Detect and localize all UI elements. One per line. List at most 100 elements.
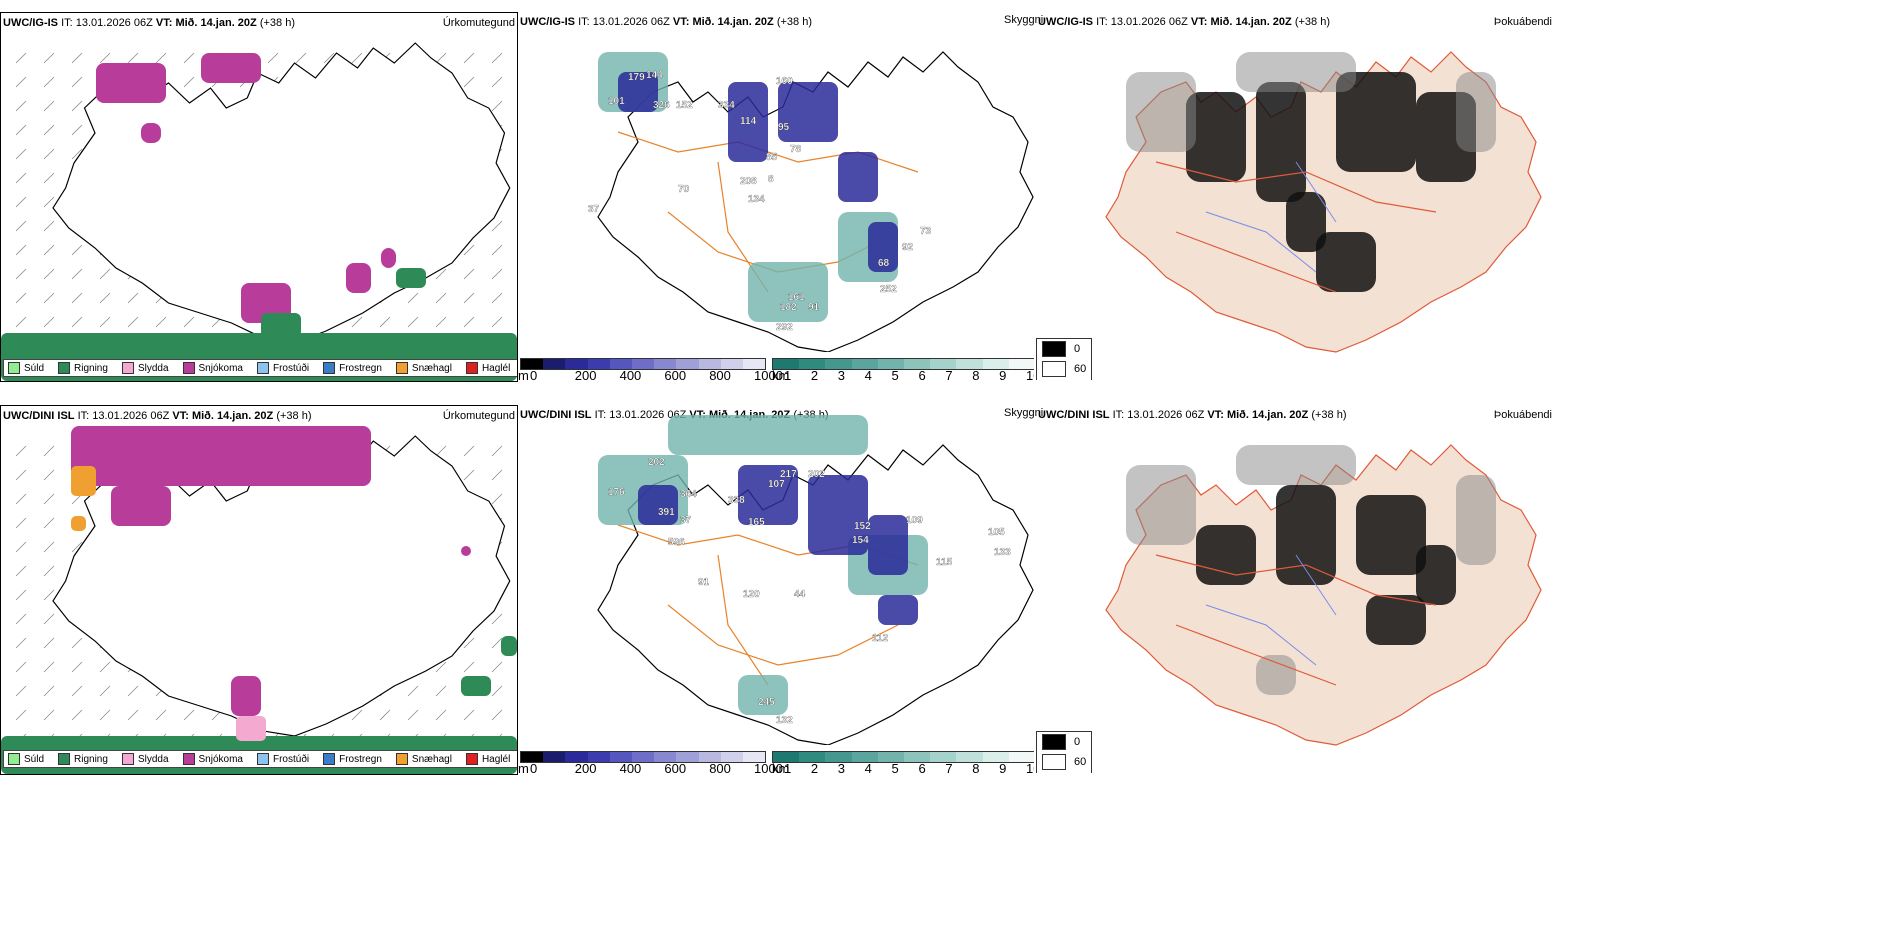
cloudbase-label: 70 bbox=[678, 184, 690, 195]
fog-area bbox=[1186, 92, 1246, 182]
cloudbase-label: 107 bbox=[768, 479, 785, 490]
wind-barb bbox=[71, 316, 83, 328]
legend-item: Súld bbox=[8, 753, 44, 765]
wind-barb bbox=[43, 196, 55, 208]
wind-barb bbox=[463, 709, 475, 721]
cloudbase-label: 152 bbox=[854, 521, 871, 532]
roads bbox=[1155, 161, 1437, 293]
colorbar-tick: 7 bbox=[945, 368, 953, 380]
visibility-area bbox=[668, 415, 868, 455]
colorbar-step bbox=[825, 359, 852, 369]
fog-panel-row2: UWC/DINI ISL IT: 13.01.2026 06Z VT: Mið.… bbox=[1036, 405, 1552, 773]
colorbar-tick: 2 bbox=[810, 368, 819, 380]
wind-barb bbox=[183, 52, 195, 64]
panel-header: UWC/IG-IS IT: 13.01.2026 06Z VT: Mið. 14… bbox=[520, 16, 812, 28]
wind-barb bbox=[15, 661, 27, 673]
colorbar-tick: 400 bbox=[619, 761, 642, 773]
coastline bbox=[52, 42, 511, 344]
colorbar-tick: 1000 bbox=[754, 368, 783, 380]
wind-barb bbox=[491, 76, 503, 88]
wind-barb bbox=[99, 661, 111, 673]
panel-header: UWC/DINI ISL IT: 13.01.2026 06Z VT: Mið.… bbox=[1038, 409, 1347, 421]
legend-label: Snæhagl bbox=[411, 362, 452, 374]
wind-barb bbox=[71, 685, 83, 697]
colorbar-step bbox=[720, 359, 743, 369]
legend-label: Frostúði bbox=[272, 753, 310, 765]
colorbar-step bbox=[676, 359, 699, 369]
colorbar-step bbox=[799, 359, 826, 369]
wind-barb bbox=[15, 292, 27, 304]
cloudbase-label: 85 bbox=[766, 152, 778, 163]
visibility-colorbar bbox=[772, 358, 1034, 370]
wind-barb bbox=[43, 124, 55, 136]
snow-area bbox=[96, 63, 166, 103]
cloudbase-area bbox=[728, 82, 768, 162]
precip-type-panel-row1: UWC/IG-IS IT: 13.01.2026 06Z VT: Mið. 14… bbox=[0, 12, 518, 382]
wind-barb bbox=[43, 517, 55, 529]
wind-barb bbox=[15, 172, 27, 184]
legend-item: Rigning bbox=[58, 362, 108, 374]
wind-barb bbox=[183, 709, 195, 721]
legend-label: Haglél bbox=[481, 362, 511, 374]
visibility-panel-row1: UWC/IG-IS IT: 13.01.2026 06Z VT: Mið. 14… bbox=[518, 12, 1034, 380]
wind-barb bbox=[183, 76, 195, 88]
colorbar-tick: 5 bbox=[891, 761, 899, 773]
colorbar-step bbox=[720, 752, 743, 762]
iceland-outline bbox=[52, 42, 511, 344]
wind-barb bbox=[15, 613, 27, 625]
colorbar-step bbox=[956, 752, 983, 762]
wind-barb bbox=[71, 124, 83, 136]
precip-map-row1 bbox=[1, 42, 517, 381]
cloudbase-area bbox=[738, 465, 798, 525]
snow-area bbox=[461, 546, 471, 556]
wind-barb bbox=[99, 685, 111, 697]
wind-barb bbox=[127, 709, 139, 721]
cloudbase-colorbar bbox=[520, 751, 766, 763]
cloudbase-label: 95 bbox=[778, 122, 790, 133]
wind-barb bbox=[127, 52, 139, 64]
wind-barb bbox=[43, 148, 55, 160]
wind-barb bbox=[155, 709, 167, 721]
snow-area bbox=[346, 263, 371, 293]
snow-area bbox=[141, 123, 161, 143]
colorbar-step bbox=[956, 359, 983, 369]
cloudbase-label: 105 bbox=[988, 527, 1005, 538]
visibility-area bbox=[748, 262, 828, 322]
visibility-panel-row2: UWC/DINI ISL IT: 13.01.2026 06Z VT: Mið.… bbox=[518, 405, 1034, 773]
legend-item: Frostregn bbox=[323, 753, 382, 765]
wind-barb bbox=[15, 124, 27, 136]
wind-barb bbox=[15, 220, 27, 232]
wind-barb bbox=[463, 469, 475, 481]
colorbar-step bbox=[543, 752, 566, 762]
colorbar-tick: 4 bbox=[864, 761, 872, 773]
wind-barb bbox=[43, 445, 55, 457]
wind-barb bbox=[71, 292, 83, 304]
colorbar-step bbox=[851, 752, 878, 762]
panel-title-precip: Úrkomutegund bbox=[442, 410, 515, 422]
wind-barb bbox=[351, 709, 363, 721]
legend-label: Rigning bbox=[74, 753, 108, 765]
wind-barb bbox=[15, 517, 27, 529]
legend-swatch bbox=[256, 362, 269, 374]
wind-barb bbox=[71, 637, 83, 649]
colorbar-tick: 800 bbox=[709, 368, 731, 380]
cloudbase-label: 37 bbox=[588, 204, 600, 215]
wind-barb bbox=[71, 709, 83, 721]
wind-barb bbox=[463, 292, 475, 304]
legend-label: Slydda bbox=[137, 753, 169, 765]
cloudbase-label: 292 bbox=[776, 322, 793, 333]
colorbar-tick: 9 bbox=[999, 761, 1007, 773]
legend-label: Súld bbox=[24, 362, 45, 374]
wind-barb bbox=[71, 76, 83, 88]
legend-label: Frostúði bbox=[272, 362, 310, 374]
cloudbase-label: 112 bbox=[872, 633, 889, 644]
wind-barb bbox=[71, 100, 83, 112]
legend-item: Frostúði bbox=[256, 753, 310, 765]
wind-barb bbox=[463, 316, 475, 328]
panel-header: UWC/DINI ISL IT: 13.01.2026 06Z VT: Mið.… bbox=[3, 410, 312, 422]
colorbar-tick: 200 bbox=[574, 368, 597, 380]
wind-barb bbox=[435, 316, 447, 328]
wind-barb bbox=[43, 100, 55, 112]
rain-area bbox=[461, 676, 491, 696]
